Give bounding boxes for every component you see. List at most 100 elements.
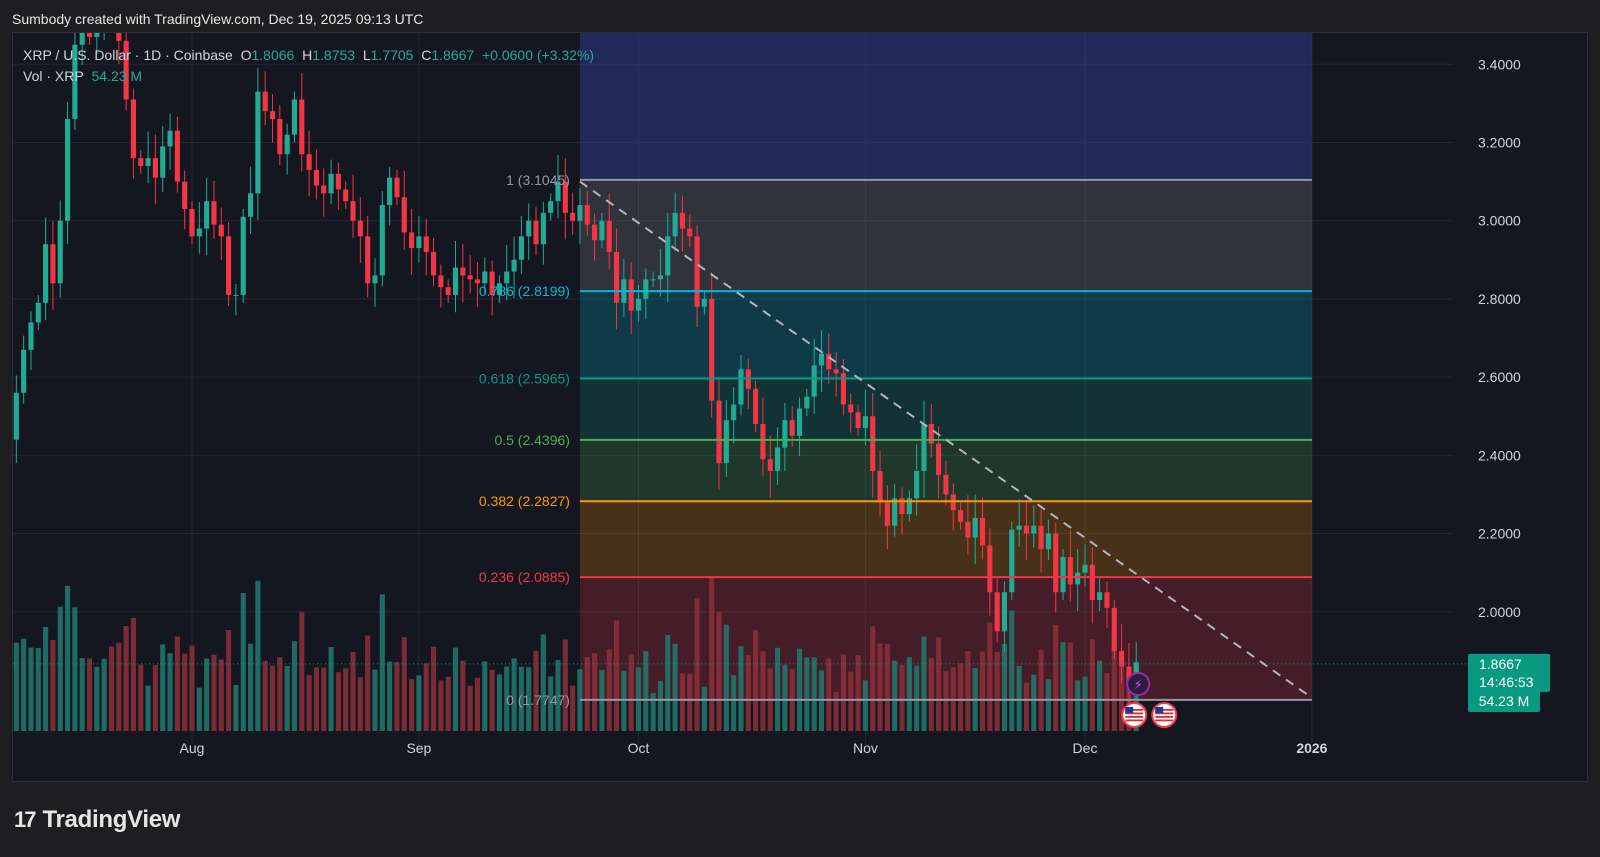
volume-bar[interactable]	[269, 665, 276, 731]
candle[interactable]	[306, 154, 312, 170]
candle[interactable]	[628, 279, 634, 311]
volume-bar[interactable]	[877, 643, 883, 731]
candle[interactable]	[21, 349, 27, 393]
candle[interactable]	[123, 40, 129, 100]
volume-bar[interactable]	[914, 665, 920, 731]
volume-bar[interactable]	[504, 666, 510, 731]
candle[interactable]	[606, 220, 612, 252]
volume-bar[interactable]	[328, 647, 334, 731]
volume-bar[interactable]	[994, 652, 1000, 731]
candle[interactable]	[694, 236, 700, 307]
volume-bar[interactable]	[584, 657, 590, 731]
volume-bar[interactable]	[731, 675, 737, 731]
volume-bar[interactable]	[657, 680, 664, 731]
volume-bar[interactable]	[540, 634, 546, 731]
candle[interactable]	[504, 271, 510, 284]
candle[interactable]	[767, 459, 773, 471]
volume-bar[interactable]	[665, 635, 671, 731]
candle[interactable]	[884, 502, 890, 526]
volume-bar[interactable]	[357, 677, 363, 731]
candle[interactable]	[753, 388, 759, 425]
candle[interactable]	[804, 396, 810, 409]
candle[interactable]	[1082, 564, 1088, 573]
volume-bar[interactable]	[811, 657, 817, 731]
volume-bar[interactable]	[606, 649, 612, 731]
candle[interactable]	[789, 420, 795, 436]
volume-bar[interactable]	[160, 644, 166, 731]
candle[interactable]	[679, 212, 685, 229]
candle[interactable]	[452, 267, 459, 296]
candle[interactable]	[775, 447, 781, 471]
candle[interactable]	[570, 212, 576, 221]
volume-bar[interactable]	[738, 646, 744, 731]
volume-bar[interactable]	[460, 660, 466, 731]
volume-bar[interactable]	[467, 685, 473, 731]
volume-bar[interactable]	[313, 667, 319, 731]
volume-bar[interactable]	[409, 679, 415, 731]
candle[interactable]	[79, 33, 85, 45]
volume-bar[interactable]	[182, 653, 188, 731]
candle[interactable]	[482, 271, 488, 284]
candle[interactable]	[247, 193, 254, 217]
candle[interactable]	[174, 130, 180, 182]
volume-bar[interactable]	[987, 622, 993, 731]
tradingview-logo[interactable]: 17 TradingView	[14, 806, 180, 834]
candle[interactable]	[687, 228, 693, 237]
candle[interactable]	[94, 33, 100, 37]
candle[interactable]	[416, 236, 422, 249]
candle[interactable]	[723, 420, 729, 464]
volume-bar[interactable]	[548, 676, 554, 731]
candle[interactable]	[548, 201, 554, 213]
candle[interactable]	[943, 474, 949, 495]
volume-bar[interactable]	[174, 636, 180, 731]
candle[interactable]	[357, 220, 363, 237]
candle[interactable]	[855, 412, 861, 428]
volume-bar[interactable]	[489, 669, 495, 731]
candle[interactable]	[460, 267, 466, 276]
candle[interactable]	[914, 470, 920, 499]
candle[interactable]	[255, 91, 261, 194]
candle[interactable]	[958, 510, 964, 522]
candle[interactable]	[401, 197, 407, 233]
candle[interactable]	[826, 353, 832, 370]
volume-bar[interactable]	[145, 685, 151, 731]
volume-bar[interactable]	[335, 672, 341, 731]
volume-bar[interactable]	[240, 593, 246, 731]
candle[interactable]	[277, 119, 283, 155]
candle[interactable]	[979, 517, 986, 546]
candle[interactable]	[1111, 607, 1117, 651]
candle[interactable]	[350, 201, 356, 221]
candle[interactable]	[167, 130, 173, 147]
volume-bar[interactable]	[716, 611, 722, 731]
volume-bar[interactable]	[526, 667, 532, 731]
candle[interactable]	[796, 408, 803, 436]
volume-bar[interactable]	[138, 664, 144, 731]
candle[interactable]	[987, 545, 993, 593]
candle[interactable]	[994, 592, 1000, 632]
volume-bar[interactable]	[1016, 665, 1022, 731]
price-chart[interactable]: 0 (1.7747) 0.236 (2.0885) 0.382 (2.2827) 0.…	[13, 33, 1589, 783]
candle[interactable]	[833, 369, 839, 374]
candle[interactable]	[343, 189, 349, 202]
volume-bar[interactable]	[299, 612, 305, 731]
volume-bar[interactable]	[1038, 649, 1044, 731]
us-flag-icon[interactable]	[1151, 702, 1178, 728]
candle[interactable]	[899, 498, 905, 515]
candle[interactable]	[526, 220, 532, 237]
volume-bar[interactable]	[438, 680, 444, 731]
volume-bar[interactable]	[1104, 673, 1110, 731]
volume-bar[interactable]	[50, 640, 56, 731]
candle[interactable]	[321, 185, 327, 194]
volume-bar[interactable]	[1075, 680, 1081, 731]
lightning-event-icon[interactable]	[1126, 672, 1151, 696]
candle[interactable]	[1038, 525, 1044, 550]
volume-bar[interactable]	[423, 663, 429, 731]
volume-bar[interactable]	[562, 639, 568, 731]
volume-bar[interactable]	[621, 670, 627, 731]
candle[interactable]	[1031, 525, 1037, 534]
volume-bar[interactable]	[906, 657, 912, 731]
volume-bar[interactable]	[745, 655, 751, 731]
volume-bar[interactable]	[1067, 642, 1073, 731]
candle[interactable]	[233, 295, 239, 297]
candle[interactable]	[218, 224, 224, 237]
